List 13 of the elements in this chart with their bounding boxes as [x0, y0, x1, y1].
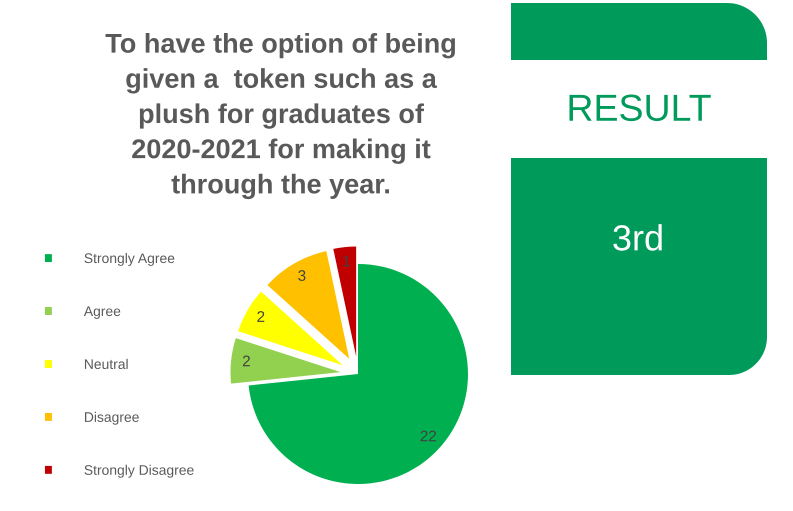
legend-label: Neutral — [84, 358, 128, 370]
data-label: 1 — [343, 256, 350, 266]
legend-label: Agree — [84, 306, 120, 319]
chart-title: To have the option of being given a token such as a plush for graduates of 2020-2021 for making it through the year. — [106, 33, 455, 200]
legend-label: Strongly Disagree — [84, 464, 194, 478]
data-label: 22 — [420, 430, 436, 442]
legend-label: Strongly Agree — [84, 252, 174, 266]
legend-label: Disagree — [84, 412, 139, 425]
data-label: 3 — [298, 270, 306, 281]
text: RESULT — [569, 94, 711, 122]
data-label: 2 — [257, 311, 264, 322]
text: 3rd — [613, 224, 662, 251]
data-label: 2 — [242, 356, 250, 366]
